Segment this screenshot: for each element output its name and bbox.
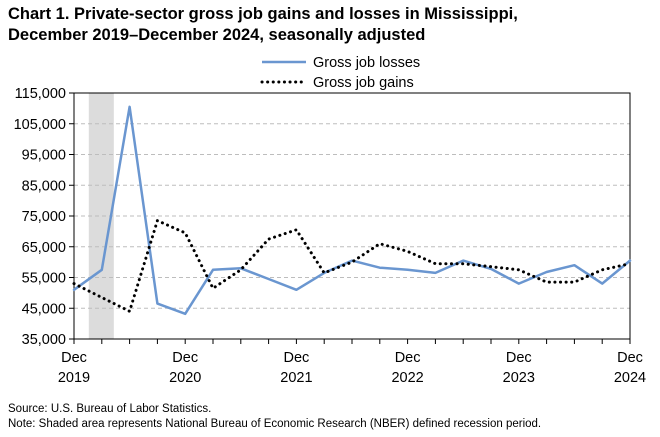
y-tick-label: 105,000 bbox=[14, 117, 66, 133]
y-tick-label: 55,000 bbox=[22, 271, 66, 287]
source-note: Source: U.S. Bureau of Labor Statistics. bbox=[8, 403, 212, 415]
legend-label-gains: Gross job gains bbox=[313, 75, 414, 91]
gridline-layer bbox=[74, 123, 630, 309]
x-tick-label-month: Dec bbox=[617, 350, 643, 366]
gross-job-losses-line bbox=[72, 105, 632, 316]
x-tick-label-year: 2023 bbox=[503, 370, 535, 386]
chart-title: Chart 1. Private-sector gross job gains … bbox=[8, 4, 648, 46]
gross-job-gains-line bbox=[72, 219, 632, 313]
shading-note: Note: Shaded area represents National Bu… bbox=[8, 418, 542, 430]
y-tick-label: 85,000 bbox=[22, 178, 66, 194]
x-tick-label-year: 2021 bbox=[280, 370, 312, 386]
x-tick-label-month: Dec bbox=[172, 350, 198, 366]
y-tick-label: 65,000 bbox=[22, 240, 66, 256]
x-tick-label-year: 2024 bbox=[614, 370, 646, 386]
y-tick-label: 45,000 bbox=[22, 301, 66, 317]
chart-title-line-2: December 2019–December 2024, seasonally … bbox=[8, 26, 426, 44]
x-tick-label-month: Dec bbox=[506, 350, 532, 366]
x-tick-label-month: Dec bbox=[395, 350, 421, 366]
y-tick-label: 115,000 bbox=[15, 86, 66, 102]
legend-label-losses: Gross job losses bbox=[313, 55, 420, 71]
x-tick-label-month: Dec bbox=[284, 350, 310, 366]
y-tick-label: 95,000 bbox=[22, 148, 66, 164]
x-tick-label-month: Dec bbox=[61, 350, 87, 366]
y-tick-label: 35,000 bbox=[22, 332, 66, 348]
chart-title-line-1: Chart 1. Private-sector gross job gains … bbox=[8, 5, 518, 23]
x-tick-label-year: 2020 bbox=[169, 370, 201, 386]
x-tick-label-year: 2019 bbox=[58, 370, 90, 386]
y-tick-label: 75,000 bbox=[22, 209, 66, 225]
x-tick-label-year: 2022 bbox=[391, 370, 423, 386]
series-layer bbox=[72, 105, 632, 316]
axis-layer: 115,000 105,000 95,000 85,000 75,000 65,000 55… bbox=[14, 86, 647, 386]
legend: Gross job losses Gross job gains bbox=[260, 55, 420, 91]
